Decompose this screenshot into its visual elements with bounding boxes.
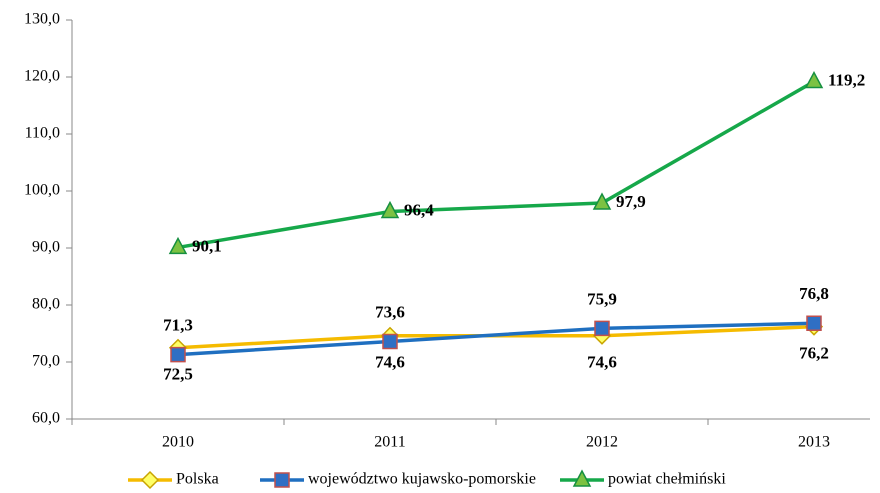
- y-tick-label: 100,0: [24, 182, 60, 199]
- value-label: 76,8: [799, 284, 829, 303]
- value-label: 74,6: [375, 353, 405, 372]
- marker: [380, 200, 400, 219]
- marker: [170, 346, 186, 363]
- series-line: [177, 324, 815, 350]
- value-label: 75,9: [587, 289, 617, 308]
- y-tick-label: 80,0: [32, 296, 60, 313]
- legend-item: powiat chełmiński: [560, 469, 726, 488]
- x-tick-label: 2012: [586, 434, 618, 451]
- y-tick-label: 70,0: [32, 353, 60, 370]
- legend-label: Polska: [176, 471, 219, 488]
- marker: [572, 469, 592, 487]
- legend-label: powiat chełmiński: [608, 471, 726, 488]
- value-label: 90,1: [192, 236, 222, 255]
- x-tick-label: 2013: [798, 434, 830, 451]
- value-label: 74,6: [587, 353, 617, 372]
- marker: [804, 70, 824, 89]
- value-label: 97,9: [616, 192, 646, 211]
- marker: [594, 320, 610, 337]
- value-label: 72,5: [163, 365, 193, 384]
- y-tick-label: 90,0: [32, 239, 60, 256]
- marker: [592, 192, 612, 210]
- y-tick-label: 110,0: [25, 125, 60, 142]
- value-label: 71,3: [163, 315, 193, 334]
- y-tick-label: 120,0: [24, 68, 60, 85]
- legend-item: województwo kujawsko-pomorskie: [260, 471, 536, 488]
- x-tick-label: 2011: [374, 434, 405, 451]
- value-label: 119,2: [828, 70, 865, 89]
- y-tick-label: 130,0: [24, 11, 60, 28]
- marker: [140, 470, 160, 490]
- marker: [382, 333, 398, 350]
- series-line: [177, 321, 815, 357]
- marker: [168, 236, 188, 255]
- legend-label: województwo kujawsko-pomorskie: [308, 471, 536, 488]
- series-line: [177, 80, 815, 250]
- legend-item: Polska: [128, 470, 219, 490]
- value-label: 96,4: [404, 200, 434, 219]
- y-tick-label: 60,0: [32, 410, 60, 427]
- marker: [274, 472, 290, 488]
- value-label: 76,2: [799, 344, 829, 363]
- marker: [806, 315, 822, 331]
- value-label: 73,6: [375, 302, 405, 321]
- x-tick-label: 2010: [162, 434, 194, 451]
